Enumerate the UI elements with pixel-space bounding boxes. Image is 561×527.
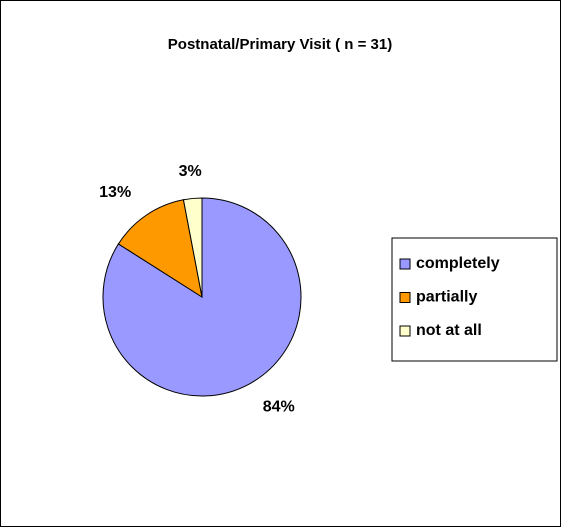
legend-label: partially xyxy=(416,289,477,306)
data-label: 13% xyxy=(99,184,131,201)
legend-swatch xyxy=(399,292,411,303)
legend-box xyxy=(391,237,558,362)
legend-label: completely xyxy=(416,255,500,272)
pie-slice xyxy=(182,197,203,298)
pie-slice xyxy=(117,199,203,299)
legend-swatch xyxy=(399,258,411,270)
data-label: 3% xyxy=(179,163,202,180)
legend-label: not at all xyxy=(416,322,482,339)
data-label: 84% xyxy=(263,399,295,416)
chart-title: Postnatal/Primary Visit ( n = 31) xyxy=(168,36,392,53)
legend-swatch xyxy=(399,325,411,337)
